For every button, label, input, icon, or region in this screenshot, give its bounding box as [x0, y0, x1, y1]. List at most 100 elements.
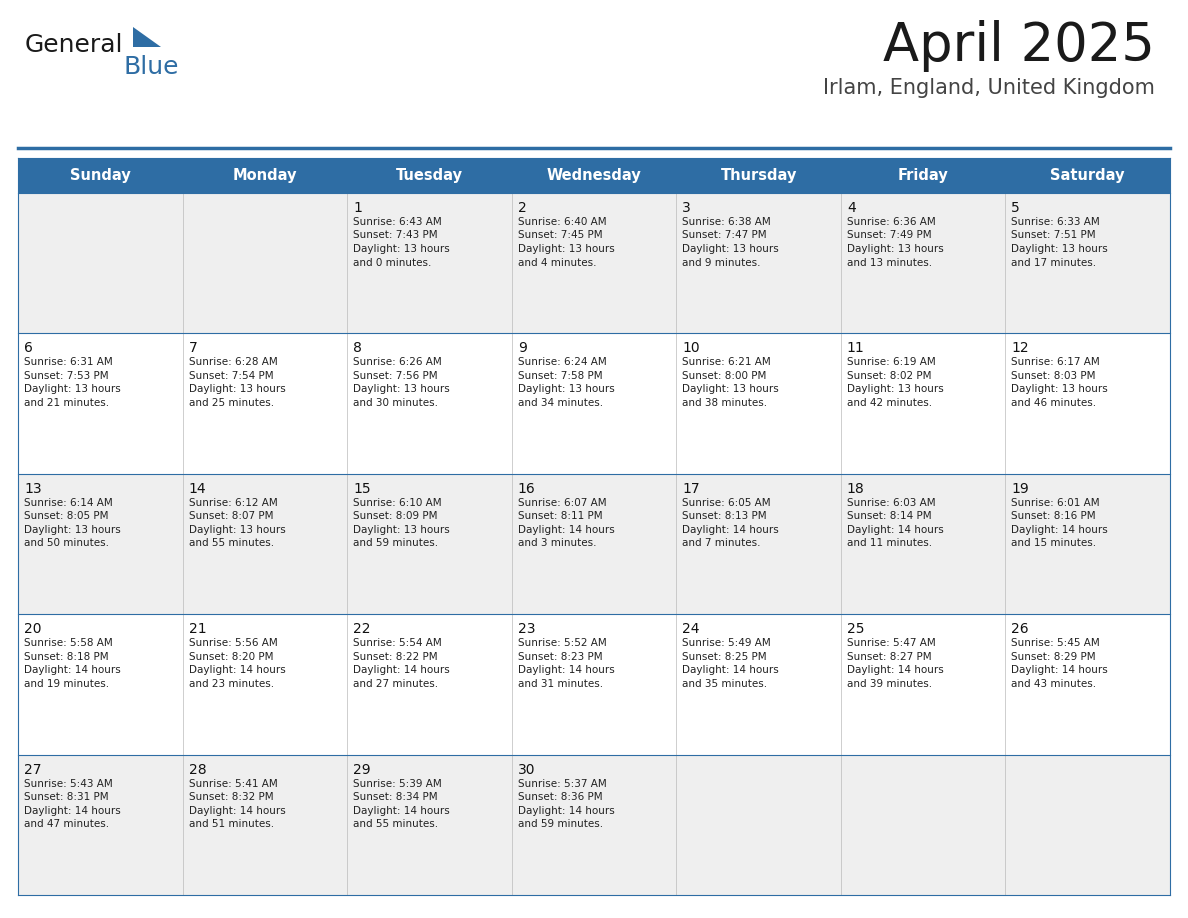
Bar	[18, 333, 1170, 474]
Text: Sunset: 8:16 PM: Sunset: 8:16 PM	[1011, 511, 1097, 521]
Text: and 39 minutes.: and 39 minutes.	[847, 678, 931, 688]
Text: Blue: Blue	[124, 55, 178, 79]
Text: 12: 12	[1011, 341, 1029, 355]
Text: Daylight: 13 hours: Daylight: 13 hours	[518, 244, 614, 254]
Text: 28: 28	[189, 763, 207, 777]
Text: and 0 minutes.: and 0 minutes.	[353, 258, 431, 267]
Text: 4: 4	[847, 201, 855, 215]
Text: 10: 10	[682, 341, 700, 355]
Text: General: General	[25, 33, 124, 57]
Text: 25: 25	[847, 622, 865, 636]
Text: 8: 8	[353, 341, 362, 355]
Text: 21: 21	[189, 622, 207, 636]
Text: Sunset: 7:56 PM: Sunset: 7:56 PM	[353, 371, 437, 381]
Text: Daylight: 13 hours: Daylight: 13 hours	[353, 385, 450, 395]
Text: 22: 22	[353, 622, 371, 636]
Text: Sunset: 8:18 PM: Sunset: 8:18 PM	[24, 652, 108, 662]
Polygon shape	[133, 27, 162, 47]
Bar	[18, 755, 1170, 895]
Text: Daylight: 14 hours: Daylight: 14 hours	[24, 806, 121, 815]
Text: Sunrise: 6:14 AM: Sunrise: 6:14 AM	[24, 498, 113, 508]
Text: Daylight: 14 hours: Daylight: 14 hours	[1011, 666, 1108, 676]
Text: 18: 18	[847, 482, 865, 496]
Text: Sunrise: 6:31 AM: Sunrise: 6:31 AM	[24, 357, 113, 367]
Text: 23: 23	[518, 622, 536, 636]
Text: Daylight: 13 hours: Daylight: 13 hours	[682, 385, 779, 395]
Text: 6: 6	[24, 341, 33, 355]
Text: 29: 29	[353, 763, 371, 777]
Text: and 3 minutes.: and 3 minutes.	[518, 538, 596, 548]
Text: Daylight: 13 hours: Daylight: 13 hours	[189, 385, 285, 395]
Text: and 34 minutes.: and 34 minutes.	[518, 397, 602, 408]
Text: Sunset: 8:27 PM: Sunset: 8:27 PM	[847, 652, 931, 662]
Text: Daylight: 14 hours: Daylight: 14 hours	[682, 666, 779, 676]
Text: and 23 minutes.: and 23 minutes.	[189, 678, 273, 688]
Text: Daylight: 14 hours: Daylight: 14 hours	[189, 806, 285, 815]
Text: 19: 19	[1011, 482, 1029, 496]
Text: and 15 minutes.: and 15 minutes.	[1011, 538, 1097, 548]
Text: and 55 minutes.: and 55 minutes.	[189, 538, 273, 548]
Text: Sunset: 7:47 PM: Sunset: 7:47 PM	[682, 230, 767, 241]
Text: Daylight: 13 hours: Daylight: 13 hours	[518, 385, 614, 395]
Text: and 11 minutes.: and 11 minutes.	[847, 538, 931, 548]
Text: Sunset: 8:02 PM: Sunset: 8:02 PM	[847, 371, 931, 381]
Text: Sunset: 8:20 PM: Sunset: 8:20 PM	[189, 652, 273, 662]
Text: and 25 minutes.: and 25 minutes.	[189, 397, 273, 408]
Text: Sunset: 8:31 PM: Sunset: 8:31 PM	[24, 792, 108, 802]
Text: Sunrise: 5:45 AM: Sunrise: 5:45 AM	[1011, 638, 1100, 648]
Text: Sunrise: 5:56 AM: Sunrise: 5:56 AM	[189, 638, 277, 648]
Text: 24: 24	[682, 622, 700, 636]
Text: Sunrise: 6:36 AM: Sunrise: 6:36 AM	[847, 217, 936, 227]
Text: 17: 17	[682, 482, 700, 496]
Text: and 38 minutes.: and 38 minutes.	[682, 397, 767, 408]
Text: Sunset: 8:09 PM: Sunset: 8:09 PM	[353, 511, 437, 521]
Text: Daylight: 14 hours: Daylight: 14 hours	[353, 666, 450, 676]
Text: 9: 9	[518, 341, 526, 355]
Text: 7: 7	[189, 341, 197, 355]
Text: Sunset: 7:58 PM: Sunset: 7:58 PM	[518, 371, 602, 381]
Text: Daylight: 14 hours: Daylight: 14 hours	[518, 806, 614, 815]
Text: Sunrise: 5:58 AM: Sunrise: 5:58 AM	[24, 638, 113, 648]
Text: Sunset: 8:13 PM: Sunset: 8:13 PM	[682, 511, 767, 521]
Text: Sunset: 8:22 PM: Sunset: 8:22 PM	[353, 652, 437, 662]
Text: Sunday: Sunday	[70, 168, 131, 183]
Text: Sunrise: 6:10 AM: Sunrise: 6:10 AM	[353, 498, 442, 508]
Text: Sunrise: 6:07 AM: Sunrise: 6:07 AM	[518, 498, 606, 508]
Text: and 13 minutes.: and 13 minutes.	[847, 258, 931, 267]
Text: Sunrise: 5:54 AM: Sunrise: 5:54 AM	[353, 638, 442, 648]
Text: Daylight: 14 hours: Daylight: 14 hours	[847, 525, 943, 535]
Bar	[18, 614, 1170, 755]
Text: Daylight: 13 hours: Daylight: 13 hours	[1011, 244, 1108, 254]
Text: 2: 2	[518, 201, 526, 215]
Text: Daylight: 14 hours: Daylight: 14 hours	[518, 525, 614, 535]
Text: Daylight: 14 hours: Daylight: 14 hours	[24, 666, 121, 676]
Text: Sunset: 8:25 PM: Sunset: 8:25 PM	[682, 652, 767, 662]
Text: Wednesday: Wednesday	[546, 168, 642, 183]
Text: and 59 minutes.: and 59 minutes.	[353, 538, 438, 548]
Text: 14: 14	[189, 482, 207, 496]
Text: Daylight: 13 hours: Daylight: 13 hours	[353, 525, 450, 535]
Text: Daylight: 13 hours: Daylight: 13 hours	[24, 385, 121, 395]
Text: 16: 16	[518, 482, 536, 496]
Text: Sunrise: 6:38 AM: Sunrise: 6:38 AM	[682, 217, 771, 227]
Text: Friday: Friday	[898, 168, 948, 183]
Text: Daylight: 13 hours: Daylight: 13 hours	[847, 385, 943, 395]
Text: 26: 26	[1011, 622, 1029, 636]
Bar	[18, 474, 1170, 614]
Text: Daylight: 13 hours: Daylight: 13 hours	[1011, 385, 1108, 395]
Text: and 30 minutes.: and 30 minutes.	[353, 397, 438, 408]
Text: Sunrise: 6:24 AM: Sunrise: 6:24 AM	[518, 357, 606, 367]
Text: Monday: Monday	[233, 168, 297, 183]
Text: Sunrise: 6:03 AM: Sunrise: 6:03 AM	[847, 498, 935, 508]
Text: Sunset: 8:05 PM: Sunset: 8:05 PM	[24, 511, 108, 521]
Text: Daylight: 13 hours: Daylight: 13 hours	[189, 525, 285, 535]
Text: Daylight: 14 hours: Daylight: 14 hours	[189, 666, 285, 676]
Text: Daylight: 13 hours: Daylight: 13 hours	[24, 525, 121, 535]
Text: 11: 11	[847, 341, 865, 355]
Text: 13: 13	[24, 482, 42, 496]
Text: and 51 minutes.: and 51 minutes.	[189, 819, 273, 829]
Text: Sunset: 7:45 PM: Sunset: 7:45 PM	[518, 230, 602, 241]
Text: Daylight: 14 hours: Daylight: 14 hours	[353, 806, 450, 815]
Text: Sunrise: 6:33 AM: Sunrise: 6:33 AM	[1011, 217, 1100, 227]
Text: Saturday: Saturday	[1050, 168, 1125, 183]
